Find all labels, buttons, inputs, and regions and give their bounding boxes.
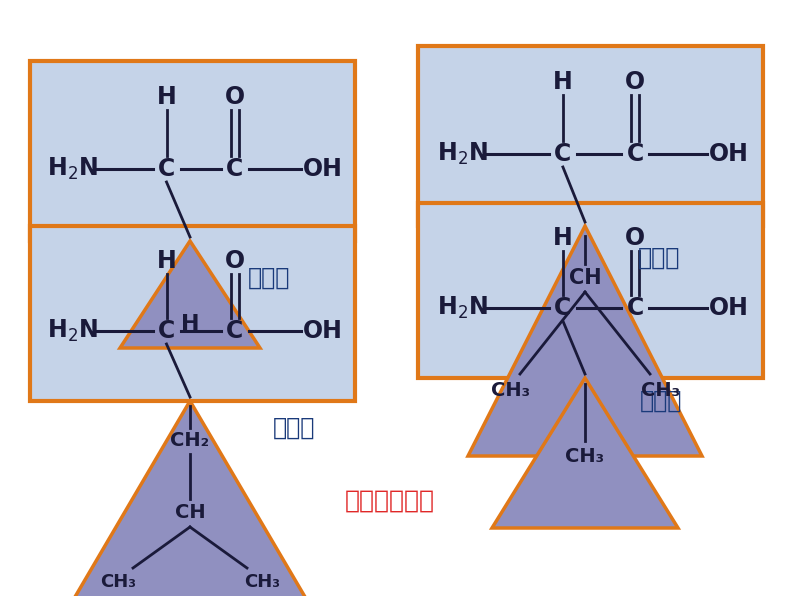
Polygon shape (468, 226, 702, 456)
Text: C: C (554, 296, 572, 320)
Text: C: C (226, 157, 244, 181)
Text: 缬氨酸: 缬氨酸 (638, 246, 680, 270)
Text: O: O (626, 70, 646, 94)
FancyBboxPatch shape (418, 46, 763, 226)
Text: H$_2$N: H$_2$N (47, 318, 98, 344)
Text: 丙氨酸: 丙氨酸 (640, 389, 682, 413)
Text: H: H (553, 226, 572, 250)
Text: CH: CH (569, 268, 601, 288)
Text: CH₃: CH₃ (244, 573, 280, 591)
Text: OH: OH (708, 296, 749, 320)
Text: 亮氨酸: 亮氨酸 (273, 416, 315, 440)
Text: H: H (181, 314, 199, 334)
Text: H$_2$N: H$_2$N (47, 156, 98, 182)
Text: H: H (553, 70, 572, 94)
Text: O: O (225, 249, 245, 273)
Text: 区别在哪儿？: 区别在哪儿？ (345, 489, 435, 513)
Text: CH₃: CH₃ (491, 381, 530, 401)
Text: H: H (156, 249, 176, 273)
Text: OH: OH (303, 157, 342, 181)
Text: CH₃: CH₃ (565, 446, 604, 465)
FancyBboxPatch shape (30, 61, 355, 241)
Text: OH: OH (708, 142, 749, 166)
Text: CH: CH (175, 504, 206, 523)
Polygon shape (492, 378, 678, 528)
FancyBboxPatch shape (418, 203, 763, 378)
Text: C: C (554, 142, 572, 166)
Text: C: C (626, 296, 644, 320)
Text: O: O (225, 85, 245, 109)
Text: H$_2$N: H$_2$N (437, 141, 488, 167)
Text: C: C (158, 319, 175, 343)
Text: H$_2$N: H$_2$N (437, 295, 488, 321)
Text: CH₃: CH₃ (641, 381, 680, 401)
Polygon shape (120, 241, 260, 348)
Text: OH: OH (303, 319, 342, 343)
Text: C: C (158, 157, 175, 181)
Text: C: C (226, 319, 244, 343)
Text: H: H (156, 85, 176, 109)
Text: C: C (626, 142, 644, 166)
Text: O: O (626, 226, 646, 250)
Polygon shape (55, 401, 325, 596)
FancyBboxPatch shape (30, 226, 355, 401)
Text: 甘氨酸: 甘氨酸 (248, 266, 291, 290)
Text: CH₂: CH₂ (171, 432, 210, 451)
Text: CH₃: CH₃ (100, 573, 136, 591)
